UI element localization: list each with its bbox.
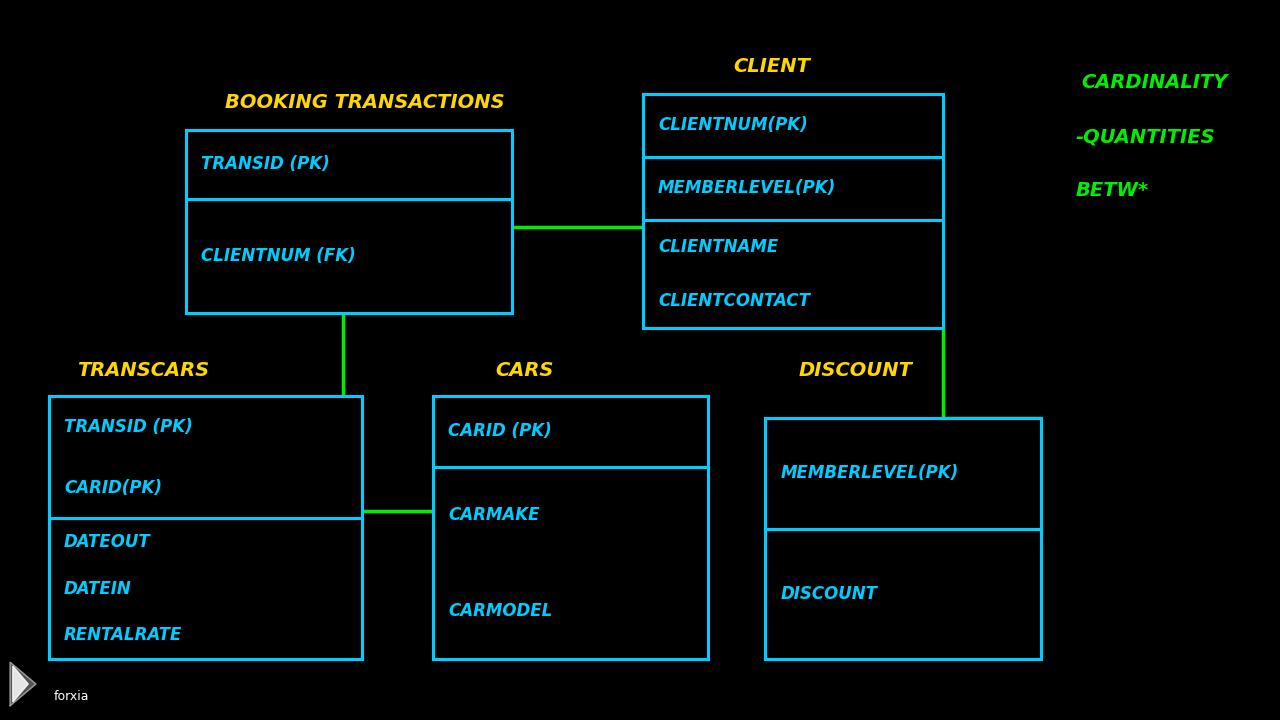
Text: DISCOUNT: DISCOUNT xyxy=(799,361,911,380)
Text: CLIENTNAME: CLIENTNAME xyxy=(658,238,778,256)
Text: DATEOUT: DATEOUT xyxy=(64,533,151,551)
Polygon shape xyxy=(13,666,28,702)
Text: CLIENTCONTACT: CLIENTCONTACT xyxy=(658,292,810,310)
Text: TRANSID (PK): TRANSID (PK) xyxy=(64,418,193,436)
Text: CARMAKE: CARMAKE xyxy=(448,506,539,524)
Bar xyxy=(49,396,362,659)
Text: BETW*: BETW* xyxy=(1075,181,1148,200)
Bar xyxy=(433,396,708,659)
Text: RENTALRATE: RENTALRATE xyxy=(64,626,182,644)
Text: CLIENTNUM (FK): CLIENTNUM (FK) xyxy=(201,247,356,265)
Text: CARMODEL: CARMODEL xyxy=(448,602,552,620)
Text: CARS: CARS xyxy=(495,361,554,380)
Bar xyxy=(186,130,512,313)
Bar xyxy=(765,418,1041,659)
Text: DISCOUNT: DISCOUNT xyxy=(781,585,878,603)
Text: TRANSID (PK): TRANSID (PK) xyxy=(201,156,330,174)
Text: CLIENT: CLIENT xyxy=(733,57,810,76)
Text: MEMBERLEVEL(PK): MEMBERLEVEL(PK) xyxy=(781,464,959,482)
Text: CARID(PK): CARID(PK) xyxy=(64,479,163,497)
Polygon shape xyxy=(10,662,36,706)
Text: -QUANTITIES: -QUANTITIES xyxy=(1075,127,1215,146)
Text: DATEIN: DATEIN xyxy=(64,580,132,598)
Text: MEMBERLEVEL(PK): MEMBERLEVEL(PK) xyxy=(658,179,836,197)
Text: CARID (PK): CARID (PK) xyxy=(448,423,552,441)
Text: BOOKING TRANSACTIONS: BOOKING TRANSACTIONS xyxy=(225,93,504,112)
Bar xyxy=(643,94,943,328)
Text: forxia: forxia xyxy=(54,690,90,703)
Text: CARDINALITY: CARDINALITY xyxy=(1082,73,1228,92)
Text: CLIENTNUM(PK): CLIENTNUM(PK) xyxy=(658,116,808,134)
Text: TRANSCARS: TRANSCARS xyxy=(77,361,210,380)
